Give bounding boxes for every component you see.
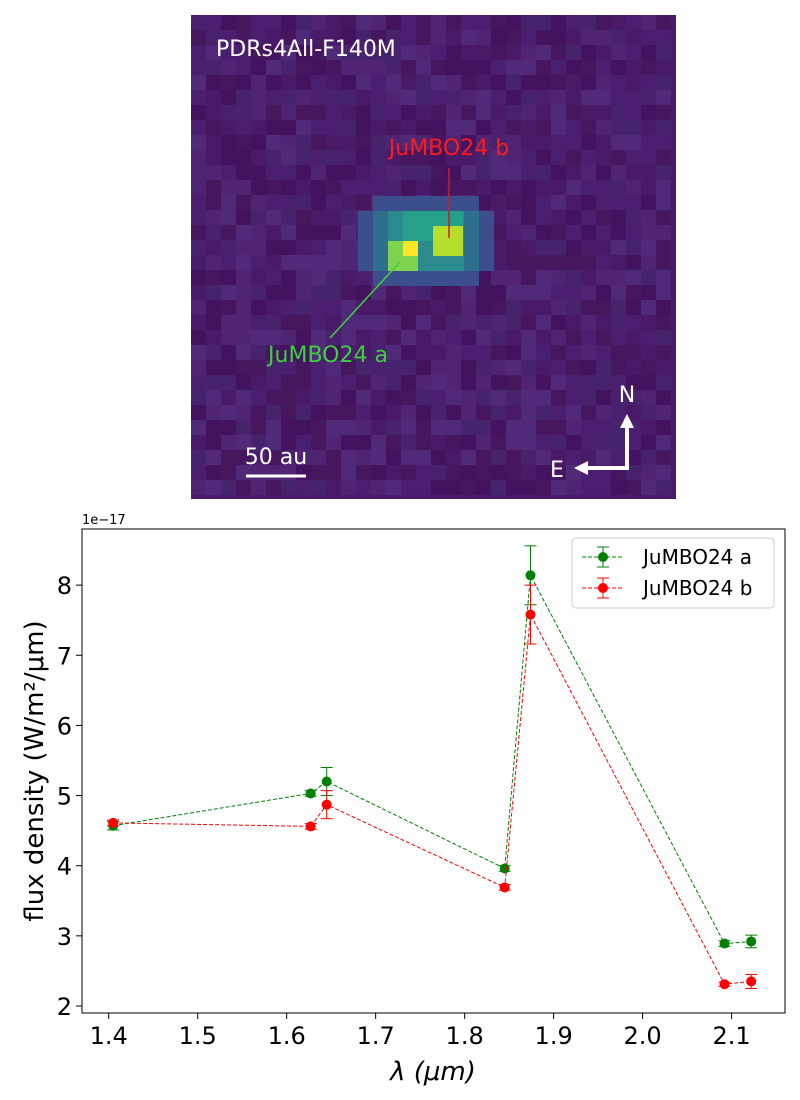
y-tick-label: 6 bbox=[57, 712, 72, 740]
y-tick-label: 2 bbox=[57, 993, 72, 1021]
data-point bbox=[305, 821, 316, 832]
data-point bbox=[719, 938, 730, 949]
source-blob bbox=[358, 196, 494, 286]
compass-east-label: E bbox=[550, 458, 564, 483]
plot-area bbox=[81, 528, 786, 1014]
compass: N E bbox=[550, 383, 635, 483]
x-tick-label: 1.6 bbox=[268, 1022, 306, 1050]
y-tick-label: 8 bbox=[57, 572, 72, 600]
data-point bbox=[321, 799, 332, 810]
data-point bbox=[499, 863, 510, 874]
annotation-a-label: JuMBO24 a bbox=[266, 343, 388, 368]
line-chart: 1.4 1.5 1.6 1.7 1.8 1.9 2.0 2.1 2 3 4 5 6 7 8 1e−17 λ… bbox=[20, 513, 786, 1087]
x-tick-label: 1.5 bbox=[179, 1022, 217, 1050]
legend-marker bbox=[598, 583, 608, 593]
y-axis-label: flux density (W/m²/μm) bbox=[20, 620, 50, 921]
compass-north-label: N bbox=[619, 383, 635, 408]
data-point bbox=[746, 936, 757, 947]
legend: JuMBO24 a JuMBO24 b bbox=[571, 537, 775, 609]
y-offset-label: 1e−17 bbox=[82, 513, 126, 528]
y-tick-label: 7 bbox=[57, 642, 72, 670]
series-1 bbox=[107, 584, 758, 990]
x-tick-label: 1.8 bbox=[446, 1022, 484, 1050]
data-point bbox=[719, 979, 730, 990]
y-tick-label: 3 bbox=[57, 923, 72, 951]
image-label: PDRs4All-F140M bbox=[216, 37, 396, 62]
legend-entry: JuMBO24 b bbox=[582, 576, 752, 600]
annotation-b-label: JuMBO24 b bbox=[387, 136, 509, 161]
legend-box bbox=[571, 537, 775, 609]
legend-label: JuMBO24 b bbox=[641, 576, 752, 600]
data-point bbox=[746, 976, 757, 987]
series-layer bbox=[107, 545, 758, 990]
data-point bbox=[525, 570, 536, 581]
data-point bbox=[321, 776, 332, 787]
x-axis: 1.4 1.5 1.6 1.7 1.8 1.9 2.0 2.1 bbox=[90, 1013, 751, 1050]
legend-entry: JuMBO24 a bbox=[582, 545, 752, 569]
series-0 bbox=[107, 545, 758, 949]
legend-marker bbox=[598, 552, 608, 562]
y-axis: 2 3 4 5 6 7 8 bbox=[57, 572, 82, 1021]
annotation-a-pointer bbox=[329, 261, 401, 339]
x-axis-label: λ (μm) bbox=[388, 1057, 476, 1087]
y-tick-label: 5 bbox=[57, 783, 72, 811]
source-b-pixels bbox=[433, 226, 463, 256]
data-point bbox=[305, 788, 316, 799]
x-tick-label: 1.9 bbox=[535, 1022, 573, 1050]
y-tick-label: 4 bbox=[57, 853, 72, 881]
pixel-noise bbox=[191, 15, 671, 495]
data-point bbox=[108, 817, 119, 828]
x-tick-label: 2.0 bbox=[624, 1022, 662, 1050]
data-point bbox=[499, 882, 510, 893]
x-tick-label: 2.1 bbox=[713, 1022, 751, 1050]
scale-bar-label: 50 au bbox=[245, 445, 307, 470]
legend-label: JuMBO24 a bbox=[641, 545, 752, 569]
x-tick-label: 1.4 bbox=[90, 1022, 128, 1050]
x-tick-label: 1.7 bbox=[357, 1022, 395, 1050]
data-point bbox=[525, 609, 536, 620]
image-panel: PDRs4All-F140M JuMBO24 b JuMBO24 a 50 au… bbox=[191, 15, 676, 499]
